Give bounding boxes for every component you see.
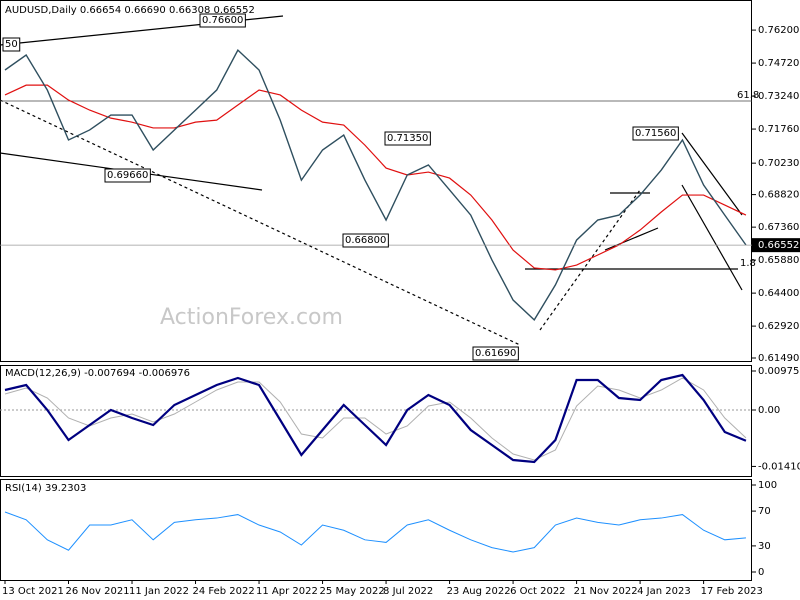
- y-tick-label: 100: [758, 480, 777, 491]
- y-tick-label: 0.71760: [758, 124, 799, 135]
- y-tick-label: 0.74720: [758, 58, 799, 69]
- annotation-box: [632, 126, 679, 141]
- annotation-box: [2, 37, 21, 52]
- annotation-box: [384, 131, 431, 146]
- x-tick-label: 6 Oct 2022: [510, 586, 565, 597]
- annotation-box: [104, 168, 151, 183]
- annotation: 0.71560: [635, 128, 676, 139]
- price-panel: [0, 0, 752, 362]
- x-tick-label: 23 Aug 2022: [447, 586, 511, 597]
- annotation: 0.66800: [345, 235, 386, 246]
- annotation-box: [199, 13, 246, 28]
- series-line: [4, 49, 747, 321]
- series-line: [4, 373, 747, 464]
- annotation: 0.71350: [387, 133, 428, 144]
- y-tick-label: 0.76200: [758, 25, 799, 36]
- y-tick-label: 0.65880: [758, 255, 799, 266]
- y-tick-label: 0.64400: [758, 288, 799, 299]
- y-tick-label: 30: [758, 541, 771, 552]
- annotation: 0.69660: [107, 170, 148, 181]
- last-price-label: 0.66552: [758, 240, 799, 251]
- y-tick-label: 0.73240: [758, 91, 799, 102]
- annotation: 0.61690: [475, 348, 516, 359]
- x-tick-label: 17 Feb 2023: [701, 586, 763, 597]
- x-tick-label: 13 Oct 2021: [2, 586, 64, 597]
- y-tick-label: -0.014107: [758, 461, 800, 472]
- annotation: 1.8: [740, 258, 756, 269]
- x-tick-label: 8 Jul 2022: [383, 586, 433, 597]
- y-tick-label: 0.009751: [758, 366, 800, 377]
- trend-line: [539, 189, 641, 331]
- series-line: [4, 84, 747, 271]
- watermark: ActionForex.com: [160, 305, 343, 330]
- macd-title: MACD(12,26,9) -0.007694 -0.006976: [5, 368, 190, 379]
- x-tick-label: 21 Nov 2022: [574, 586, 638, 597]
- macd-panel: [0, 365, 752, 477]
- x-tick-label: 24 Feb 2022: [193, 586, 255, 597]
- rsi-panel: [0, 479, 752, 581]
- annotation: 0.76600: [202, 15, 243, 26]
- x-tick-label: 26 Nov 2021: [66, 586, 130, 597]
- y-tick-label: 0.70230: [758, 158, 799, 169]
- annotation: 50: [5, 39, 18, 50]
- y-tick-label: 70: [758, 506, 771, 517]
- x-tick-label: 4 Jan 2023: [637, 586, 691, 597]
- x-tick-label: 11 Jan 2022: [129, 586, 189, 597]
- y-tick-label: 0.00: [758, 405, 780, 416]
- y-tick-label: 0.62920: [758, 321, 799, 332]
- rsi-title: RSI(14) 39.2303: [5, 483, 86, 494]
- y-tick-label: 0: [758, 567, 764, 578]
- channel-line: [681, 132, 743, 216]
- series-line: [4, 377, 747, 461]
- annotation-box: [472, 346, 519, 361]
- trend-line: [604, 227, 659, 251]
- x-tick-label: 11 Apr 2022: [256, 586, 318, 597]
- price-title: AUDUSD,Daily 0.66654 0.66690 0.66308 0.6…: [5, 5, 255, 16]
- y-tick-label: 0.61490: [758, 353, 799, 364]
- y-tick-label: 0.67360: [758, 222, 799, 233]
- annotation: 61.8: [737, 90, 759, 101]
- series-line: [4, 511, 746, 553]
- last-price-box: [752, 238, 800, 253]
- annotation-box: [342, 233, 389, 248]
- x-tick-label: 25 May 2022: [320, 586, 385, 597]
- y-tick-label: 0.68820: [758, 190, 799, 201]
- channel-line: [681, 184, 743, 291]
